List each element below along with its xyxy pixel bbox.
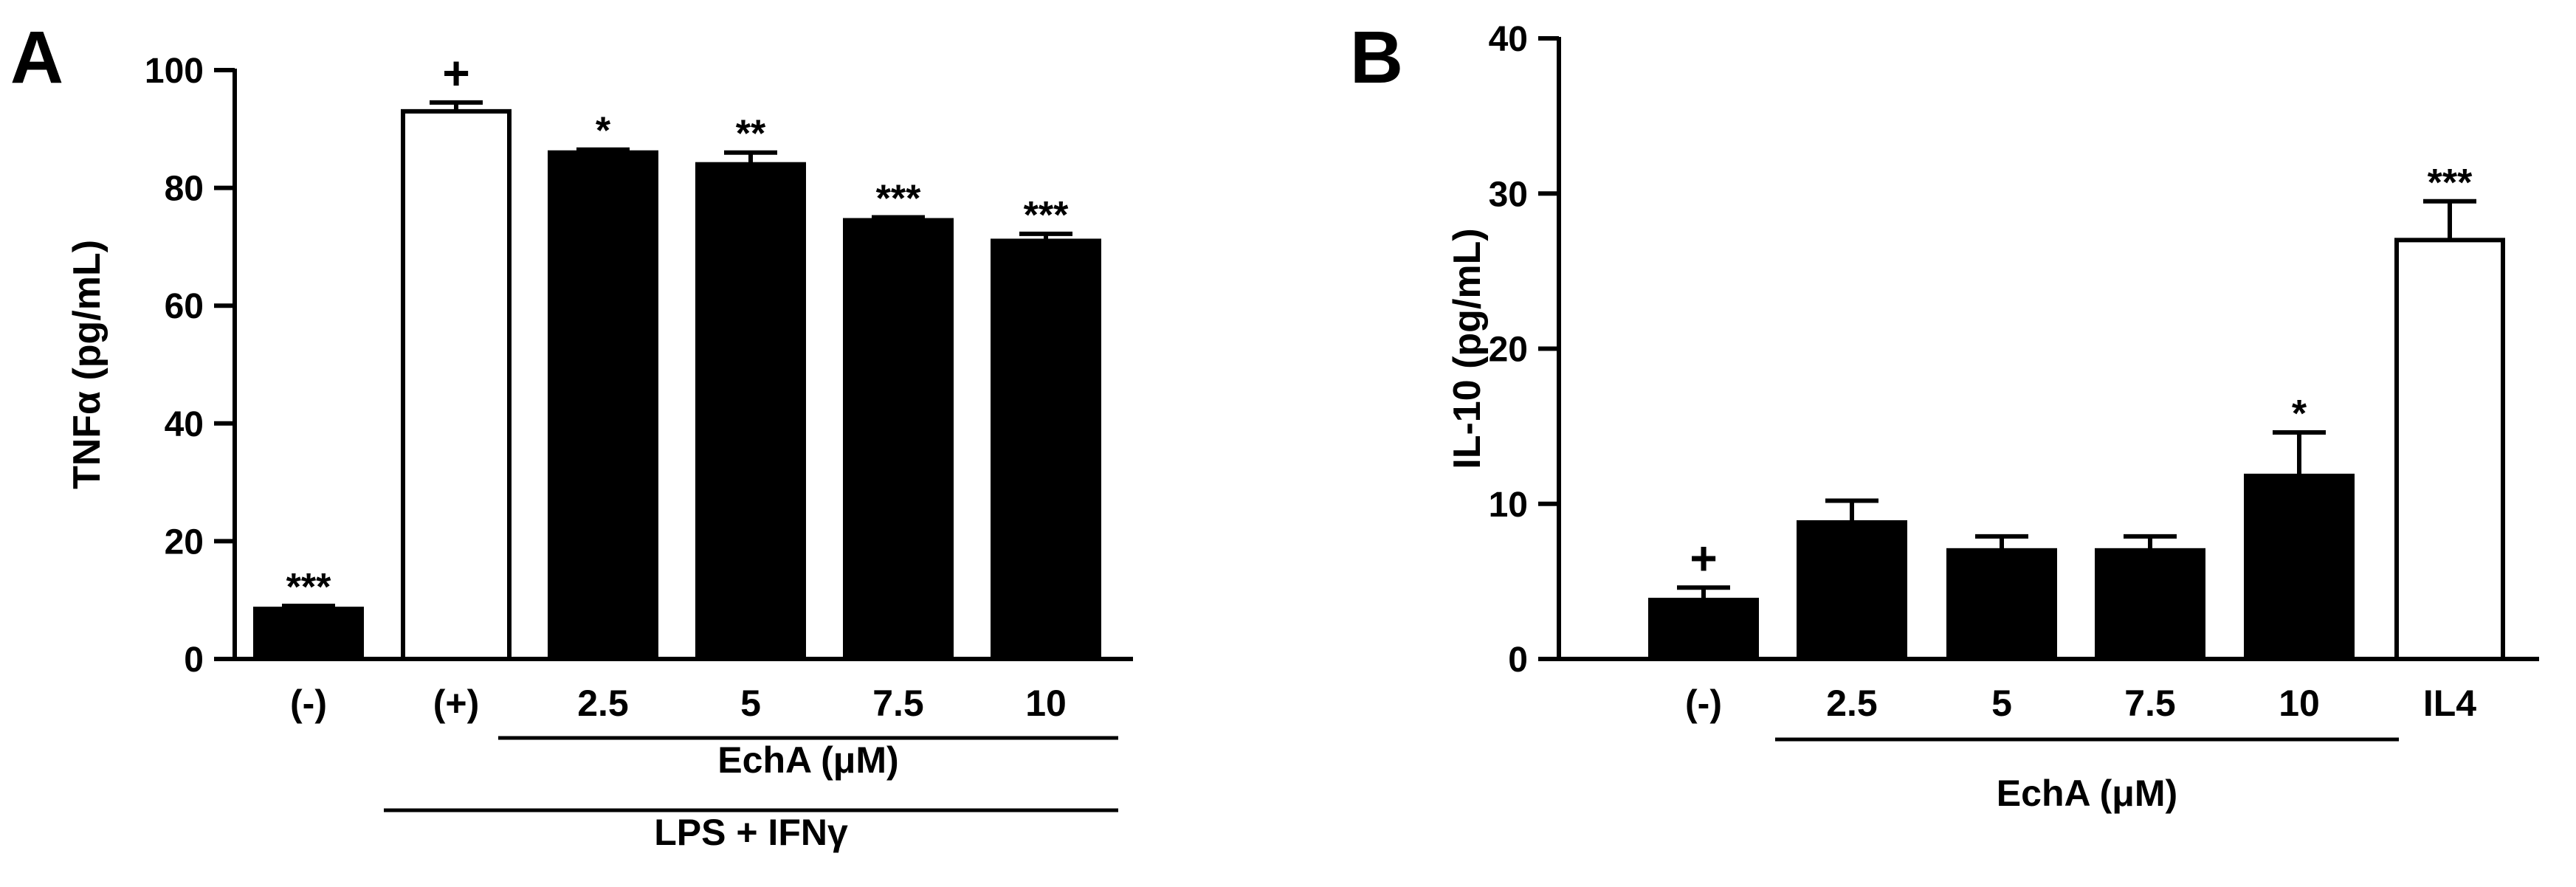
panel-a-chart: A 0 20 40 60 80 100 TNFα (pg/mL) *** (-) + (+) * 2.5 *… xyxy=(10,16,1133,853)
bar xyxy=(253,607,364,661)
bar xyxy=(548,150,658,662)
group-label: EchA (μM) xyxy=(717,739,898,781)
y-tick-label: 20 xyxy=(1489,331,1528,370)
x-tick-label: IL4 xyxy=(2423,683,2476,724)
group-label: EchA (μM) xyxy=(1997,773,2177,814)
y-tick-label: 60 xyxy=(165,287,204,326)
y-tick-label: 40 xyxy=(165,405,204,444)
bar xyxy=(843,218,954,661)
x-tick-label: 5 xyxy=(740,683,761,724)
bar xyxy=(1648,598,1759,661)
x-tick-label: 10 xyxy=(1025,683,1067,724)
significance-annotation: * xyxy=(2292,393,2307,435)
x-tick-label: 7.5 xyxy=(2124,683,2176,724)
bar xyxy=(1946,548,2057,662)
x-tick-label: (+) xyxy=(433,683,480,724)
y-tick-label: 10 xyxy=(1489,486,1528,525)
x-tick-label: 7.5 xyxy=(872,683,924,724)
significance-annotation: ** xyxy=(736,113,766,156)
significance-annotation: + xyxy=(1690,531,1717,584)
panel-label: A xyxy=(10,16,63,99)
bar xyxy=(2394,238,2505,661)
bar xyxy=(1797,520,1907,661)
significance-annotation: + xyxy=(442,46,469,100)
significance-annotation: *** xyxy=(876,178,921,221)
x-tick-label: 10 xyxy=(2279,683,2320,724)
bar xyxy=(401,108,512,662)
significance-annotation: *** xyxy=(1024,194,1069,237)
y-tick-label: 0 xyxy=(184,641,204,680)
bar xyxy=(991,238,1101,662)
bar xyxy=(695,162,806,661)
panel-b-chart: B 0 10 20 30 40 IL-10 (pg/mL) + (-) 2.5 5 7.5 * 10 ***… xyxy=(1350,16,2539,814)
x-tick-label: (-) xyxy=(1685,683,1722,724)
y-axis-title: TNFα (pg/mL) xyxy=(66,240,109,489)
x-tick-label: (-) xyxy=(290,683,327,724)
bar xyxy=(2095,548,2205,662)
y-tick-label: 30 xyxy=(1489,175,1528,214)
bar xyxy=(2244,473,2355,662)
significance-annotation: *** xyxy=(2428,162,2473,204)
significance-annotation: *** xyxy=(286,566,331,609)
y-tick-label: 100 xyxy=(145,52,204,91)
y-axis-title: IL-10 (pg/mL) xyxy=(1446,228,1489,469)
group-label: LPS + IFNγ xyxy=(654,812,848,853)
x-tick-label: 5 xyxy=(1991,683,2012,724)
y-tick-label: 0 xyxy=(1508,641,1528,680)
x-tick-label: 2.5 xyxy=(1826,683,1878,724)
y-tick-label: 40 xyxy=(1489,20,1528,59)
significance-annotation: * xyxy=(596,110,611,153)
y-tick-label: 20 xyxy=(165,522,204,562)
x-tick-label: 2.5 xyxy=(577,683,629,724)
y-tick-label: 80 xyxy=(165,170,204,209)
panel-label: B xyxy=(1350,16,1403,99)
